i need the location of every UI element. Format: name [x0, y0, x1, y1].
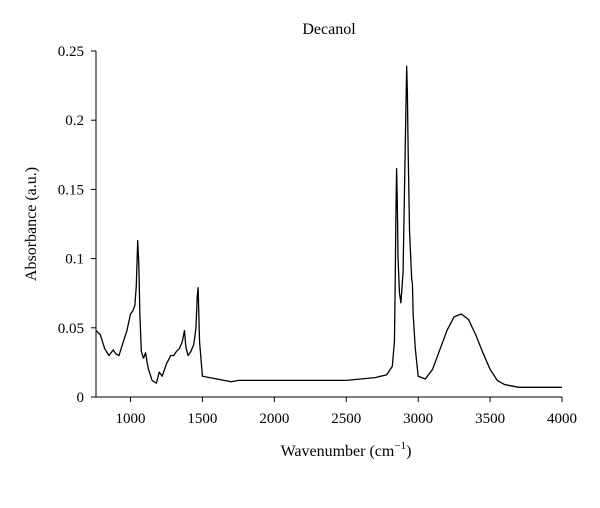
- chart-title: Decanol: [302, 21, 356, 38]
- x-tick-label: 1000: [116, 411, 146, 427]
- y-axis-ticks: 0 0.05 0.1 0.15 0.2 0.25: [58, 44, 96, 406]
- x-tick-label: 3000: [403, 411, 433, 427]
- x-tick-label: 1500: [187, 411, 217, 427]
- y-tick-label: 0.25: [58, 44, 84, 60]
- y-tick-label: 0.05: [58, 321, 84, 337]
- x-axis-title-superscript: −1: [394, 440, 406, 452]
- y-axis-title: Absorbance (a.u.): [23, 167, 40, 281]
- x-axis-ticks: 1000 1500 2000 2500 3000 3500 4000: [116, 397, 577, 427]
- y-tick-label: 0.1: [65, 252, 84, 268]
- x-tick-label: 2500: [331, 411, 361, 427]
- y-tick-label: 0: [77, 390, 85, 406]
- x-axis-title-text: Wavenumber (cm: [281, 443, 395, 460]
- x-tick-label: 2000: [259, 411, 289, 427]
- x-axis-title-suffix: ): [406, 443, 411, 460]
- x-tick-label: 4000: [547, 411, 577, 427]
- x-tick-label: 3500: [475, 411, 505, 427]
- series-line: [95, 65, 562, 388]
- x-axis-title: Wavenumber (cm−1): [281, 440, 412, 460]
- y-tick-label: 0.2: [65, 113, 84, 129]
- y-tick-label: 0.15: [58, 182, 84, 198]
- plot-area: [95, 51, 562, 398]
